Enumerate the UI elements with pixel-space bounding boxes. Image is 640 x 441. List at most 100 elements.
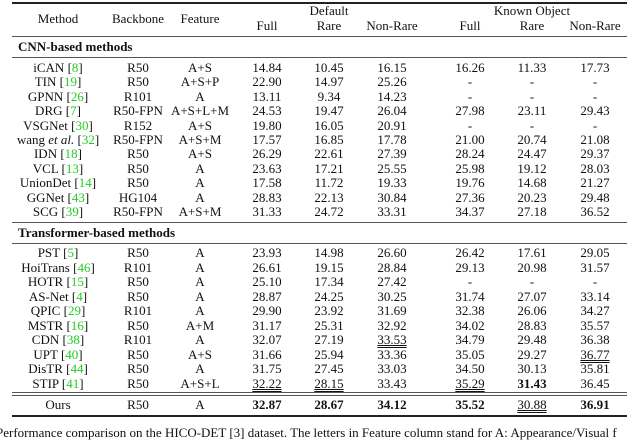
method-name: QPIC — [30, 303, 61, 318]
method-cell: HOTR [15] — [27, 274, 89, 289]
citation-link[interactable]: 7 — [70, 103, 77, 119]
value-cell: 14.23 — [377, 88, 407, 104]
method-cell: MSTR [16] — [27, 317, 89, 333]
value-cell: 34.12 — [377, 397, 407, 412]
header-default-nonrare: Non-Rare — [366, 18, 418, 33]
method-name: PST — [37, 245, 60, 260]
value-cell: 32.38 — [455, 303, 485, 318]
method-cell: TIN [19] — [34, 74, 82, 90]
backbone-cell: R50 — [127, 160, 149, 176]
value-cell: - — [467, 274, 473, 289]
value-cell: 30.88 — [517, 397, 547, 412]
method-name: HOTR — [27, 274, 64, 289]
value-cell: 28.84 — [377, 259, 407, 275]
feature-cell: A — [195, 288, 205, 304]
value-cell: 14.68 — [517, 175, 547, 191]
method-name: HoiTrans — [21, 259, 70, 275]
method-name: DRG — [35, 103, 63, 119]
feature-cell: A — [195, 274, 205, 289]
backbone-cell: R50-FPN — [113, 103, 163, 119]
section-title: Transformer-based methods — [18, 225, 176, 240]
method-name: GPNN — [27, 88, 64, 104]
method-name: IDN — [33, 146, 58, 162]
feature-cell: A — [195, 88, 205, 104]
value-cell: 27.42 — [377, 274, 407, 289]
value-cell: 23.92 — [314, 303, 344, 318]
feature-cell: A+S+L — [180, 375, 220, 391]
value-cell: - — [529, 274, 535, 289]
citation-link[interactable]: 13 — [65, 160, 79, 176]
value-cell: 36.77 — [580, 346, 610, 362]
value-cell: - — [592, 274, 598, 289]
backbone-cell: R50 — [127, 317, 149, 333]
value-cell: 26.60 — [377, 245, 407, 260]
header-known-nonrare: Non-Rare — [569, 18, 621, 33]
value-cell: 29.13 — [455, 259, 485, 275]
backbone-cell: R101 — [123, 259, 153, 275]
value-cell: 31.75 — [252, 361, 282, 376]
value-cell: 26.29 — [252, 146, 282, 162]
value-cell: 34.27 — [580, 303, 610, 318]
value-cell: 35.81 — [580, 361, 610, 376]
citation-link[interactable]: 32 — [81, 132, 95, 147]
value-cell: 17.21 — [314, 160, 344, 176]
citation-link[interactable]: 38 — [66, 332, 80, 347]
value-cell: 33.03 — [377, 361, 407, 376]
value-cell: 35.05 — [455, 346, 485, 362]
method-cell: QPIC [29] — [30, 303, 86, 318]
method-cell: IDN [18] — [33, 146, 83, 162]
section-rule — [12, 57, 627, 58]
citation-link[interactable]: 18 — [64, 146, 78, 162]
citation-link[interactable]: 14 — [78, 175, 92, 191]
method-name: wang — [16, 132, 49, 147]
citation-link[interactable]: 16 — [70, 317, 84, 333]
value-cell: 20.23 — [517, 189, 547, 205]
citation-link[interactable]: 44 — [70, 361, 84, 376]
value-cell: - — [529, 74, 535, 90]
citation-link[interactable]: 39 — [65, 204, 79, 219]
value-cell: - — [592, 88, 598, 104]
value-cell: 27.98 — [455, 103, 485, 119]
value-cell: 23.11 — [517, 103, 547, 119]
value-cell: 28.83 — [252, 189, 282, 205]
value-cell: 32.07 — [252, 332, 282, 347]
citation-link[interactable]: 41 — [66, 375, 80, 391]
value-cell: 24.47 — [517, 146, 547, 162]
value-cell: - — [529, 88, 535, 104]
header-feature: Feature — [180, 11, 220, 26]
value-cell: 29.90 — [252, 303, 282, 318]
citation-link[interactable]: 26 — [70, 88, 84, 104]
citation-link[interactable]: 5 — [67, 245, 74, 260]
citation-link[interactable]: 29 — [67, 303, 81, 318]
value-cell: 35.29 — [455, 375, 485, 391]
value-cell: 29.27 — [517, 346, 547, 362]
backbone-cell: R50 — [127, 146, 149, 162]
value-cell: 19.12 — [517, 160, 547, 176]
value-cell: - — [592, 117, 598, 133]
citation-link[interactable]: 19 — [63, 74, 77, 90]
citation-link[interactable]: 15 — [70, 274, 84, 289]
table-caption: Performance comparison on the HICO-DET [… — [0, 425, 617, 440]
value-cell: 19.76 — [455, 175, 485, 191]
backbone-cell: R50 — [127, 245, 149, 260]
backbone-cell: HG104 — [118, 189, 158, 205]
value-cell: 25.55 — [377, 160, 407, 176]
citation-link[interactable]: 8 — [71, 60, 79, 75]
value-cell: 27.36 — [455, 189, 485, 205]
value-cell: 20.74 — [517, 132, 547, 147]
citation-link[interactable]: 43 — [71, 189, 85, 205]
method-cell: UPT [40] — [33, 346, 83, 362]
citation-link[interactable]: 30 — [75, 117, 89, 133]
method-cell: VCL [13] — [32, 160, 84, 176]
value-cell: 17.78 — [377, 132, 407, 147]
feature-cell: A — [195, 259, 205, 275]
citation-link[interactable]: 46 — [77, 259, 91, 275]
method-cell: Ours — [45, 398, 70, 412]
value-cell: 24.72 — [314, 204, 344, 219]
section-rule — [12, 243, 627, 244]
citation-link[interactable]: 4 — [76, 288, 83, 304]
value-cell: 14.84 — [252, 60, 282, 75]
feature-cell: A+S — [188, 146, 212, 162]
citation-link[interactable]: 40 — [65, 346, 79, 362]
value-cell: 17.57 — [252, 132, 282, 147]
